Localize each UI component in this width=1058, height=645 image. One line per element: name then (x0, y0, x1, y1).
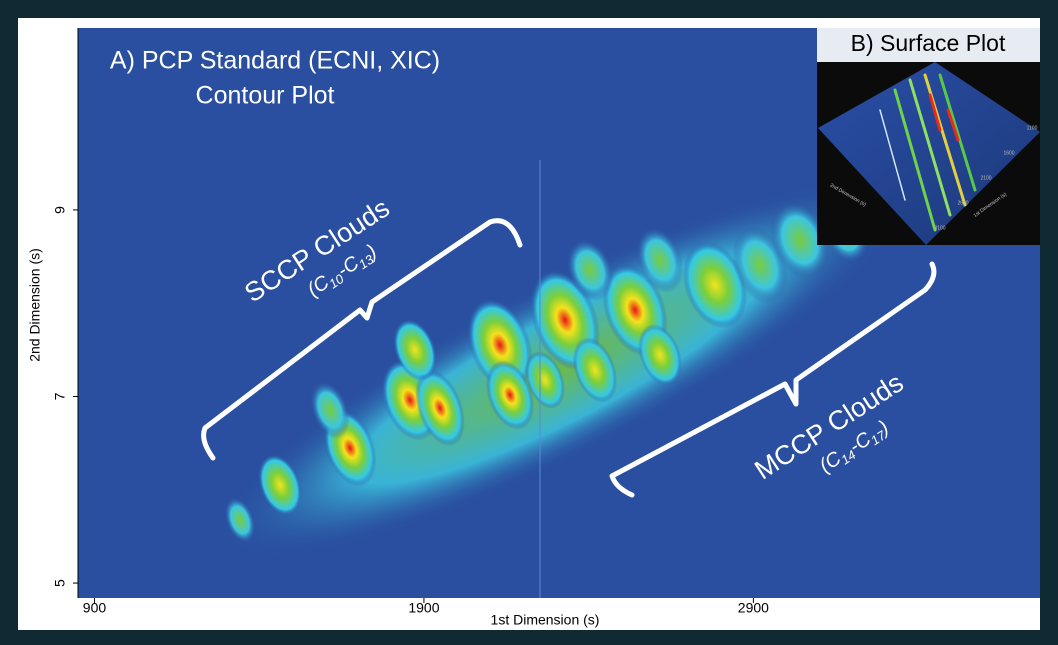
y-tick-label: 7 (52, 392, 68, 400)
inset-tick-label: 2600 (957, 200, 968, 206)
inset-title: B) Surface Plot (851, 30, 1006, 56)
y-tick-label: 9 (52, 206, 68, 214)
x-tick-label: 1900 (408, 600, 439, 616)
y-tick-label: 5 (52, 579, 68, 587)
inset-tick-label: 2100 (980, 175, 991, 181)
chart-title: A) PCP Standard (ECNI, XIC) (110, 47, 440, 75)
x-tick-label: 2900 (738, 600, 769, 616)
inset-tick-label: 3100 (934, 225, 945, 231)
figure: A) PCP Standard (ECNI, XIC) Contour Plot… (0, 0, 1058, 645)
inset-tick-label: 1100 (1027, 125, 1038, 131)
x-axis-label: 1st Dimension (s) (491, 612, 600, 628)
y-axis-label: 2nd Dimension (s) (27, 248, 43, 362)
x-tick-label: 900 (83, 600, 107, 616)
chart-subtitle: Contour Plot (196, 82, 335, 110)
inset: B) Surface Plot 2nd Dimension (s) 1st Di… (817, 28, 1040, 245)
inset-tick-label: 1600 (1003, 150, 1014, 156)
